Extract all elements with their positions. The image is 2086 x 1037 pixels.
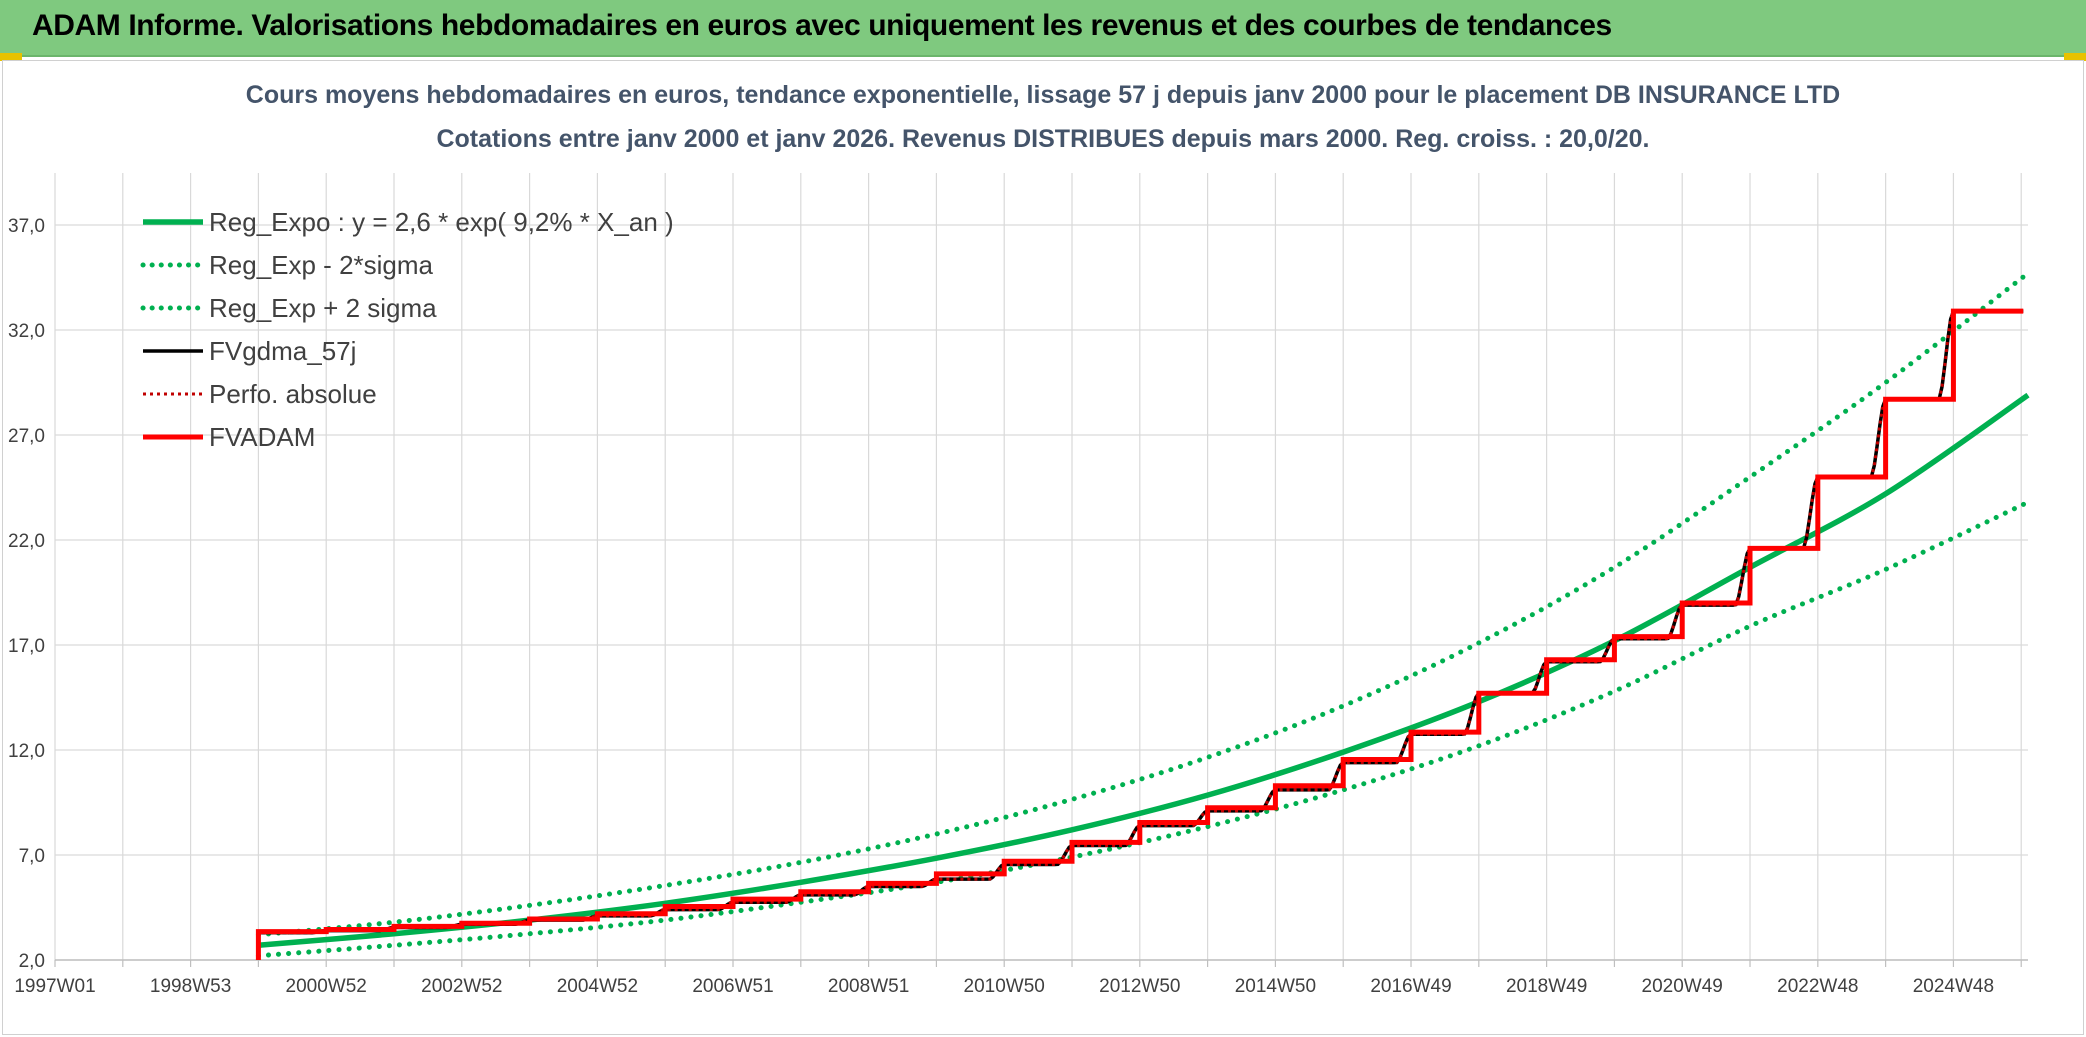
report-banner: ADAM Informe. Valorisations hebdomadaire… [0,0,2086,57]
y-tick-label: 22,0 [8,531,45,552]
legend-label-1: Reg_Exp - 2*sigma [209,250,434,280]
x-tick-label: 2016W49 [1370,976,1451,997]
chart-frame: Cours moyens hebdomadaires en euros, ten… [2,60,2084,1035]
corner-mark-right [2064,53,2086,61]
legend-label-0: Reg_Expo : y = 2,6 * exp( 9,2% * X_an ) [209,207,674,237]
x-tick-label: 2002W52 [421,976,502,997]
x-tick-label: 2008W51 [828,976,909,997]
y-tick-label: 17,0 [8,636,45,657]
series-lines [255,270,2031,960]
x-axis-ticks: 1997W01 1998W53 2000W52 2002W52 2004W52 2006W… [14,976,1994,997]
x-tick-label: 2024W48 [1913,976,1994,997]
x-tick-label: 2000W52 [286,976,367,997]
chart-subtitle: Cotations entre janv 2000 et janv 2026. … [436,125,1649,153]
x-tick-label: 2004W52 [557,976,638,997]
x-tick-label: 2018W49 [1506,976,1587,997]
grid-lines [54,173,2028,967]
y-tick-label: 32,0 [8,321,45,342]
chart-svg: Cours moyens hebdomadaires en euros, ten… [8,81,2031,997]
legend: Reg_Expo : y = 2,6 * exp( 9,2% * X_an ) R… [140,207,674,452]
x-tick-label: 2022W48 [1777,976,1858,997]
legend-label-4: Perfo. absolue [209,379,377,409]
legend-label-3: FVgdma_57j [209,336,356,366]
x-tick-label: 2020W49 [1642,976,1723,997]
y-axis-ticks: 2,0 7,0 12,0 17,0 22,0 27,0 32,0 37,0 [8,216,45,972]
chart-title: Cours moyens hebdomadaires en euros, ten… [246,81,1840,109]
corner-mark-left [0,53,22,61]
x-tick-label: 2014W50 [1235,976,1316,997]
legend-label-5: FVADAM [209,422,315,452]
y-tick-label: 12,0 [8,741,45,762]
legend-label-2: Reg_Exp + 2 sigma [209,293,437,323]
y-tick-label: 37,0 [8,216,45,237]
series-line-1 [255,499,2031,959]
series-line-0 [258,392,2030,949]
report-title: ADAM Informe. Valorisations hebdomadaire… [32,9,1612,42]
y-tick-label: 2,0 [19,951,45,972]
series-line-2 [255,270,2031,938]
x-tick-label: 2006W51 [692,976,773,997]
x-tick-label: 2012W50 [1099,976,1180,997]
x-tick-label: 2010W50 [964,976,1045,997]
x-tick-label: 1998W53 [150,976,231,997]
series-line-5 [255,308,2024,960]
y-tick-label: 27,0 [8,426,45,447]
x-tick-label: 1997W01 [14,976,95,997]
y-tick-label: 7,0 [19,846,45,867]
